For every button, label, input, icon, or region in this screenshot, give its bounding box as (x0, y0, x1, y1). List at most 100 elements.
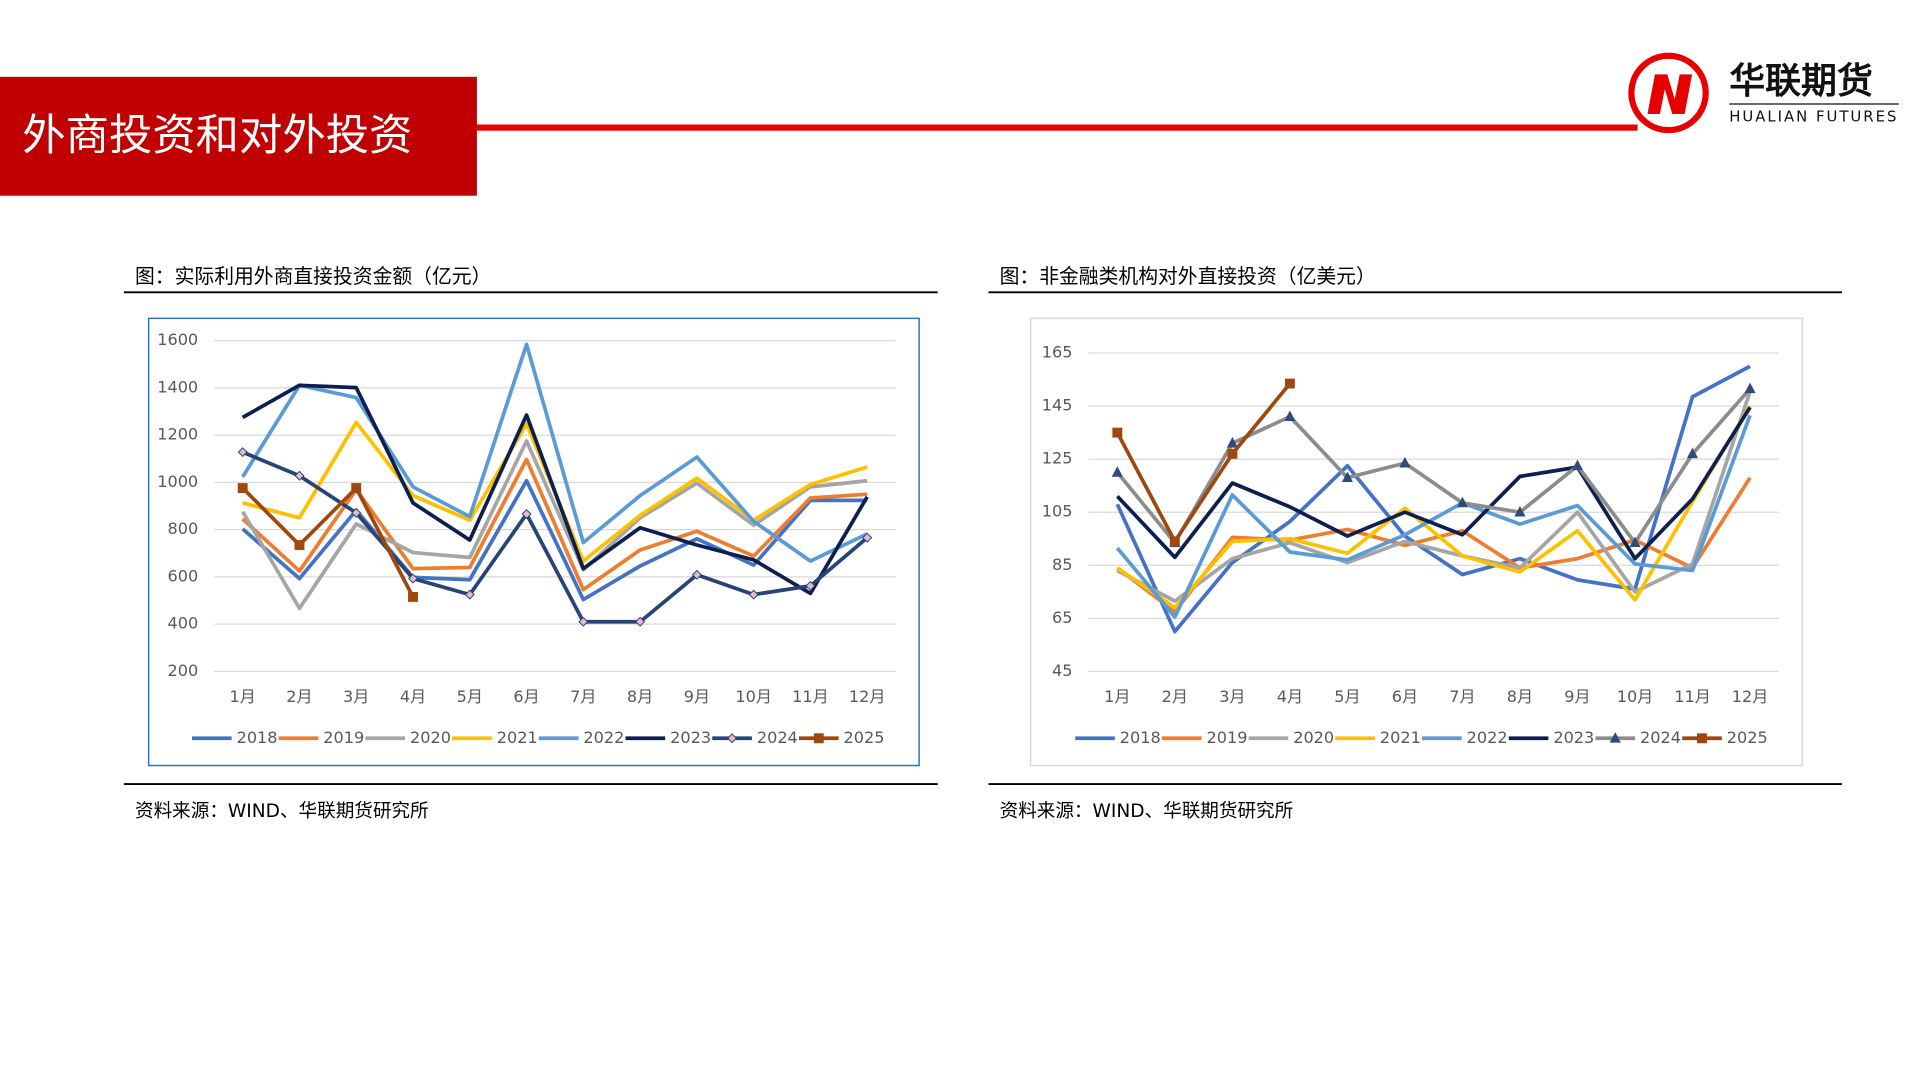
legend-marker (813, 733, 824, 744)
legend-label: 2022 (583, 728, 624, 747)
x-tick-label: 7月 (1449, 687, 1475, 706)
y-tick-label: 200 (167, 661, 198, 680)
marker (1284, 378, 1295, 389)
x-tick-label: 12月 (849, 687, 886, 706)
marker (578, 616, 589, 627)
series-line (241, 457, 868, 592)
marker (237, 447, 248, 458)
legend-marker (1609, 732, 1621, 743)
marker (294, 470, 305, 481)
legend-label: 2024 (1640, 728, 1681, 747)
series-line (241, 439, 868, 611)
legend-label: 2023 (1553, 728, 1594, 747)
series-line (241, 342, 869, 563)
x-tick-label: 12月 (1732, 687, 1769, 706)
series-line (1116, 405, 1752, 610)
marker (1284, 410, 1296, 422)
marker (1226, 437, 1238, 448)
legend-label: 2025 (844, 728, 885, 747)
marker (1629, 536, 1641, 548)
x-tick-label: 8月 (1507, 687, 1533, 706)
source: 资料来源：WIND、华联期货研究所 (1000, 801, 1294, 822)
source: 资料来源：WIND、华联期货研究所 (135, 801, 429, 822)
x-tick-label: 9月 (684, 687, 710, 706)
x-tick-label: 1月 (230, 687, 256, 706)
marker (862, 532, 873, 543)
legend-label: 2025 (1727, 728, 1768, 747)
series-line (1115, 364, 1751, 634)
y-tick-label: 1000 (157, 472, 198, 491)
legend-label: 2024 (757, 728, 798, 747)
plot-frame (147, 317, 920, 767)
x-tick-label: 6月 (513, 687, 539, 706)
x-tick-label: 10月 (735, 687, 772, 706)
y-tick-label: 1600 (157, 330, 198, 349)
y-tick-label: 45 (1052, 661, 1072, 680)
marker (464, 589, 475, 600)
x-tick-label: 8月 (627, 687, 653, 706)
series-line (1115, 414, 1752, 619)
x-tick-label: 10月 (1617, 687, 1654, 706)
marker (407, 573, 419, 584)
marker (1686, 447, 1699, 459)
x-tick-label: 11月 (792, 687, 829, 706)
header-rule (476, 124, 1638, 131)
y-tick-label: 125 (1042, 449, 1073, 468)
marker (408, 592, 418, 602)
legend-label: 2021 (1380, 728, 1421, 747)
y-tick-label: 165 (1042, 343, 1073, 362)
logo-cn: 华联期货 (1729, 61, 1873, 102)
marker (294, 540, 305, 550)
marker (1744, 382, 1756, 394)
x-tick-label: 4月 (1277, 687, 1303, 706)
x-tick-label: 3月 (343, 687, 369, 706)
series-line (1115, 406, 1752, 561)
marker (521, 509, 532, 520)
y-tick-label: 400 (167, 614, 198, 633)
x-tick-label: 1月 (1104, 687, 1130, 706)
y-tick-label: 145 (1042, 396, 1073, 415)
marker (1456, 496, 1469, 508)
marker (351, 483, 362, 494)
x-tick-label: 6月 (1392, 687, 1418, 706)
legend-label: 2018 (1120, 728, 1161, 747)
legend-marker (1697, 733, 1707, 744)
y-tick-label: 1200 (157, 425, 198, 444)
marker (1112, 427, 1123, 438)
y-tick-label: 85 (1052, 555, 1072, 574)
marker (635, 616, 646, 627)
series-line (241, 478, 868, 602)
header-banner (0, 76, 477, 196)
legend-label: 2023 (670, 728, 711, 747)
marker (1514, 506, 1526, 517)
marker (1227, 448, 1238, 459)
logo-mark (1647, 74, 1693, 114)
series-line (1116, 390, 1752, 603)
series-line (241, 486, 415, 598)
x-tick-label: 3月 (1219, 687, 1245, 706)
y-tick-label: 65 (1052, 608, 1072, 627)
legend-label: 2022 (1467, 728, 1508, 747)
marker (1399, 456, 1411, 468)
legend-marker (727, 733, 738, 744)
legend-label: 2019 (323, 728, 364, 747)
x-tick-label: 9月 (1564, 687, 1590, 706)
legend-label: 2018 (237, 728, 278, 747)
header-title: 外商投资和对外投资 (22, 111, 412, 161)
series-line (1116, 476, 1752, 614)
x-tick-label: 11月 (1674, 687, 1711, 706)
chart-title: 图：实际利用外商直接投资金额（亿元） (135, 265, 491, 288)
y-tick-label: 105 (1042, 502, 1073, 521)
x-tick-label: 4月 (400, 687, 426, 706)
marker (1169, 536, 1180, 547)
legend-label: 2021 (497, 728, 538, 747)
legend-label: 2020 (1293, 728, 1334, 747)
marker (805, 580, 816, 591)
x-tick-label: 2月 (286, 687, 312, 706)
logo-en: HUALIAN FUTURES (1729, 108, 1898, 126)
series-line (241, 383, 869, 596)
marker (1571, 459, 1584, 471)
marker (1341, 471, 1353, 483)
series-line (241, 450, 869, 624)
